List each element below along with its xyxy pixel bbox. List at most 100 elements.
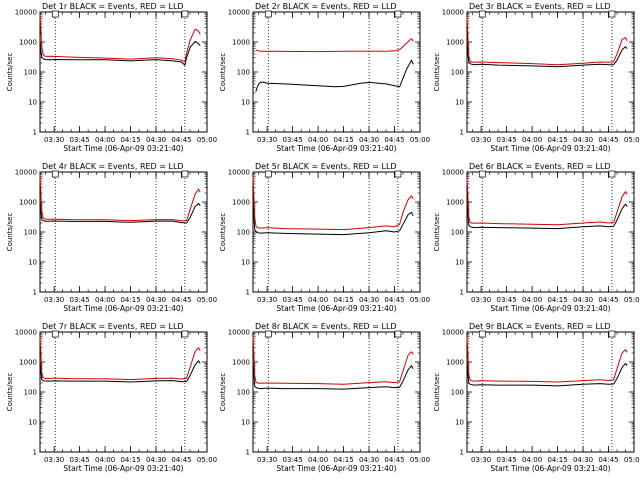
x-tick-label: 03:30 — [44, 296, 64, 304]
time-marker-flag — [394, 10, 402, 18]
x-tick-label: 04:30 — [146, 456, 166, 464]
x-tick-label: 05:00 — [624, 136, 640, 144]
x-tick-label: 04:30 — [359, 296, 379, 304]
plot-title: Det 3r BLACK = Events, RED = LLD — [469, 2, 611, 11]
y-tick-label: 1000 — [19, 359, 37, 367]
x-tick-label: 03:45 — [497, 136, 517, 144]
events-series-line — [39, 200, 201, 224]
x-tick-label: 04:30 — [573, 456, 593, 464]
x-tick-label: 03:30 — [257, 296, 277, 304]
plot-title: Det 6r BLACK = Events, RED = LLD — [469, 162, 611, 171]
lld-series-line — [39, 336, 201, 381]
y-tick-label: 1000 — [19, 39, 37, 47]
x-tick-label: 04:00 — [95, 136, 115, 144]
x-tick-label: 04:45 — [384, 456, 404, 464]
y-tick-label: 1 — [460, 129, 464, 137]
lld-series-line — [255, 38, 414, 53]
y-tick-label: 10000 — [15, 169, 37, 177]
y-axis-label: Counts/sec — [433, 213, 441, 252]
detector-plot-1: Det 1r BLACK = Events, RED = LLD 1 10 100 10… — [6, 2, 217, 153]
y-tick-label: 10 — [28, 259, 37, 267]
y-axis-label: Counts/sec — [6, 373, 14, 412]
y-tick-label: 10 — [241, 419, 250, 427]
x-tick-label: 03:30 — [471, 456, 491, 464]
y-tick-label: 10 — [241, 99, 250, 107]
y-tick-label: 1 — [460, 289, 464, 297]
events-series-line — [39, 359, 201, 383]
time-marker-flag — [264, 170, 272, 178]
x-tick-label: 03:45 — [70, 136, 90, 144]
x-tick-label: 05:00 — [410, 296, 430, 304]
plot-title: Det 4r BLACK = Events, RED = LLD — [42, 162, 184, 171]
lld-series-line — [39, 174, 201, 222]
x-tick-label: 04:45 — [171, 456, 191, 464]
x-axis-label: Start Time (06-Apr-09 03:21:40) — [490, 144, 610, 153]
x-tick-label: 05:00 — [624, 456, 640, 464]
time-marker-flag — [51, 330, 59, 338]
y-tick-label: 1 — [33, 449, 37, 457]
lld-series-line — [466, 178, 628, 226]
y-axis-label: Counts/sec — [219, 213, 227, 252]
y-tick-label: 1 — [33, 129, 37, 137]
y-tick-label: 10000 — [15, 329, 37, 337]
plot-frame — [466, 171, 635, 293]
plot-frame — [39, 171, 208, 293]
x-tick-label: 04:15 — [120, 136, 140, 144]
plot-frame — [39, 331, 208, 453]
y-tick-label: 10 — [28, 419, 37, 427]
x-tick-label: 04:45 — [384, 136, 404, 144]
x-tick-label: 03:30 — [257, 456, 277, 464]
plot-title: Det 1r BLACK = Events, RED = LLD — [42, 2, 184, 11]
y-tick-label: 10000 — [228, 329, 250, 337]
detector-plot-6: Det 6r BLACK = Events, RED = LLD 1 10 100 10… — [433, 162, 640, 313]
y-tick-label: 10 — [241, 259, 250, 267]
y-axis-label: Counts/sec — [219, 373, 227, 412]
time-marker-flag — [264, 10, 272, 18]
events-series-line — [252, 361, 414, 390]
x-tick-label: 03:30 — [471, 136, 491, 144]
lld-series-line — [39, 14, 201, 63]
x-tick-label: 04:30 — [146, 136, 166, 144]
detector-plot-3: Det 3r BLACK = Events, RED = LLD 1 10 100 10… — [433, 2, 640, 153]
x-tick-label: 04:00 — [95, 296, 115, 304]
x-tick-label: 05:00 — [410, 456, 430, 464]
x-tick-label: 04:15 — [547, 296, 567, 304]
x-tick-label: 03:45 — [70, 456, 90, 464]
y-tick-label: 1000 — [232, 39, 250, 47]
time-marker-flag — [608, 10, 616, 18]
x-tick-label: 04:30 — [573, 296, 593, 304]
detector-plot-7: Det 7r BLACK = Events, RED = LLD 1 10 100 10… — [6, 322, 217, 473]
lld-series-line — [466, 16, 628, 66]
time-marker-flag — [478, 330, 486, 338]
y-tick-label: 1000 — [19, 199, 37, 207]
x-tick-label: 04:00 — [308, 456, 328, 464]
y-tick-label: 10000 — [442, 169, 464, 177]
plot-title: Det 2r BLACK = Events, RED = LLD — [255, 2, 397, 11]
y-tick-label: 10 — [455, 99, 464, 107]
x-tick-label: 03:30 — [257, 136, 277, 144]
events-series-line — [255, 59, 414, 92]
x-tick-label: 05:00 — [197, 296, 217, 304]
y-tick-label: 10 — [455, 419, 464, 427]
x-tick-label: 04:45 — [598, 296, 618, 304]
x-tick-label: 04:00 — [95, 456, 115, 464]
x-tick-label: 04:30 — [359, 136, 379, 144]
time-marker-flag — [478, 170, 486, 178]
plot-title: Det 8r BLACK = Events, RED = LLD — [255, 322, 397, 331]
y-tick-label: 100 — [24, 229, 37, 237]
x-tick-label: 04:15 — [547, 456, 567, 464]
x-tick-label: 03:45 — [283, 136, 303, 144]
x-tick-label: 05:00 — [624, 296, 640, 304]
lld-series-line — [252, 176, 414, 231]
x-tick-label: 03:30 — [44, 136, 64, 144]
y-axis-label: Counts/sec — [6, 213, 14, 252]
lld-series-line — [252, 336, 414, 385]
y-axis-label: Counts/sec — [6, 53, 14, 92]
y-tick-label: 1 — [246, 129, 250, 137]
x-tick-label: 04:45 — [171, 296, 191, 304]
time-marker-flag — [394, 170, 402, 178]
time-marker-flag — [608, 170, 616, 178]
x-tick-label: 04:15 — [333, 136, 353, 144]
time-marker-flag — [51, 10, 59, 18]
y-tick-label: 1000 — [232, 199, 250, 207]
